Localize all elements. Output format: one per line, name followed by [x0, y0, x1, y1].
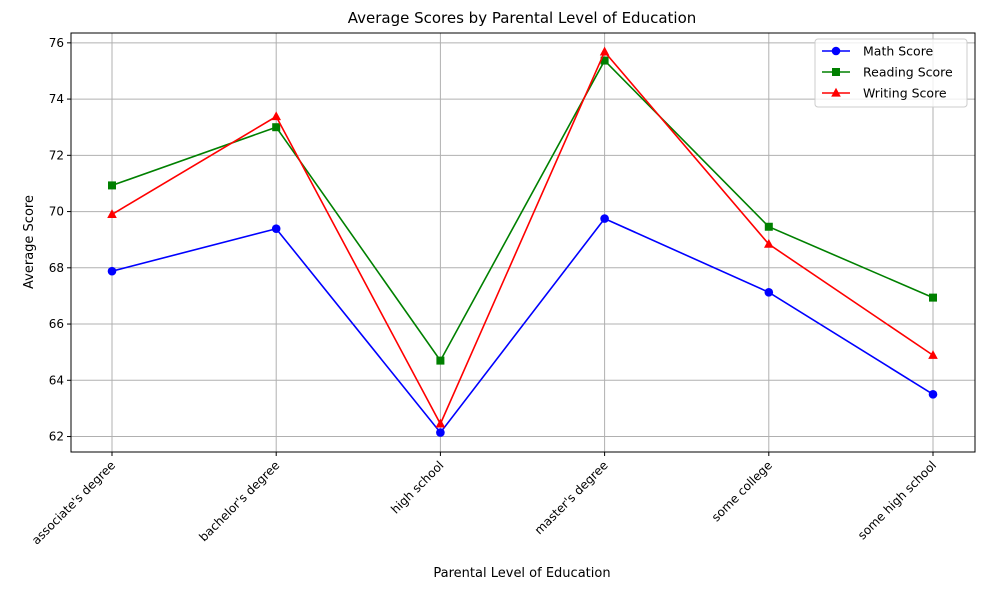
x-axis-title: Parental Level of Education — [433, 566, 610, 581]
data-point-math-score — [107, 266, 117, 276]
data-point-writing-score — [599, 46, 610, 56]
series-writing-score — [107, 46, 938, 428]
legend-label-math-score: Math Score — [863, 44, 934, 59]
legend-label-writing-score: Writing Score — [863, 86, 947, 101]
series-line-reading-score — [111, 59, 934, 363]
data-point-reading-score — [108, 181, 116, 190]
data-point-writing-score — [107, 209, 117, 218]
legend-label-reading-score: Reading Score — [863, 65, 953, 80]
legend-marker-math-score — [831, 46, 841, 56]
legend-marker-reading-score — [832, 68, 840, 76]
y-tick-label: 64 — [49, 373, 64, 387]
y-tick-label: 72 — [49, 148, 64, 162]
data-point-math-score — [271, 224, 281, 234]
series-line-math-score — [111, 217, 934, 434]
data-point-reading-score — [272, 123, 281, 132]
legend: Math Score Reading Score Writing Score — [814, 38, 968, 108]
y-tick-label: 76 — [49, 36, 64, 50]
series-line-writing-score — [111, 50, 934, 426]
data-point-math-score — [928, 390, 938, 399]
data-point-reading-score — [764, 222, 773, 231]
y-tick-label: 66 — [49, 317, 64, 331]
series-math-score — [107, 214, 938, 437]
data-point-reading-score — [929, 293, 937, 302]
data-point-math-score — [436, 428, 445, 437]
y-tick-label: 70 — [49, 205, 64, 219]
data-point-reading-score — [600, 56, 609, 65]
chart-title: Average Scores by Parental Level of Educ… — [348, 9, 697, 27]
series-reading-score — [108, 56, 937, 365]
series-group — [107, 46, 938, 437]
legend-marker-writing-score — [831, 87, 841, 97]
data-point-writing-score — [435, 418, 446, 428]
y-tick-label: 68 — [49, 261, 64, 275]
legend-box — [814, 38, 968, 108]
y-tick-label: 62 — [49, 430, 64, 444]
data-point-writing-score — [928, 350, 938, 359]
y-axis-title: Average Score — [22, 195, 37, 289]
y-axis-ticks: 62 64 66 68 70 72 74 76 — [49, 36, 71, 444]
data-point-math-score — [764, 287, 774, 297]
y-tick-label: 74 — [49, 92, 64, 106]
data-point-writing-score — [271, 111, 281, 121]
plot-frame — [70, 32, 976, 453]
data-point-writing-score — [764, 238, 774, 248]
data-point-reading-score — [436, 356, 445, 365]
data-point-math-score — [600, 214, 609, 223]
